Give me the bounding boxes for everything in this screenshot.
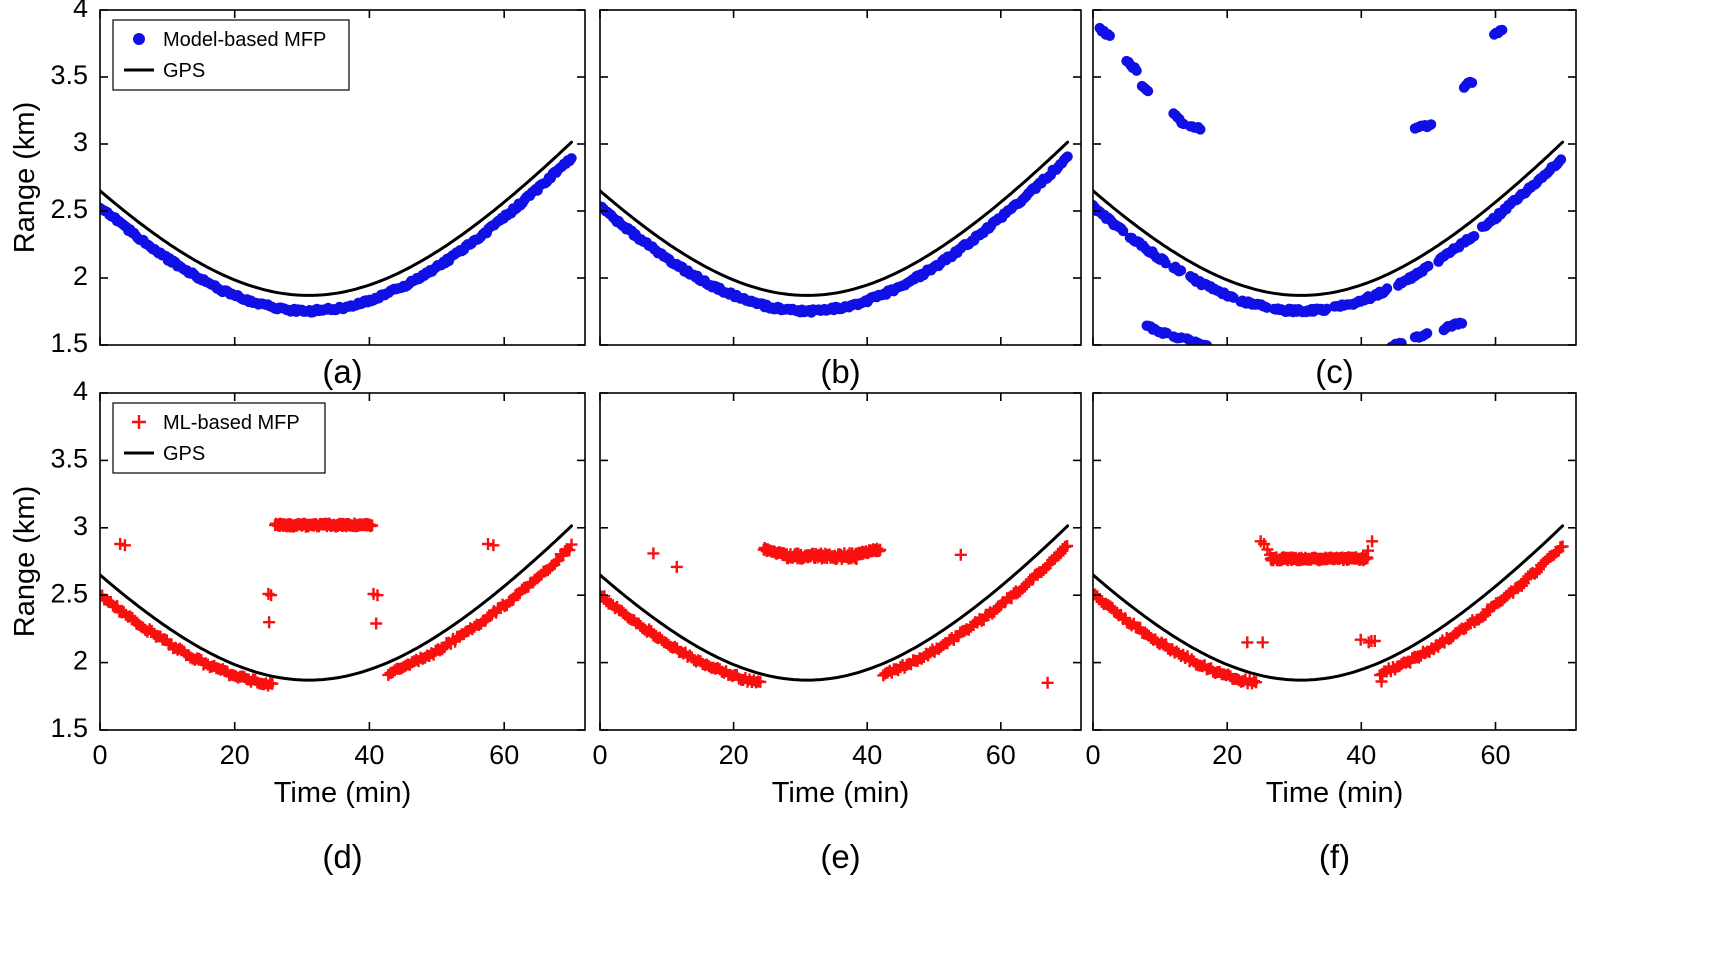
x-tick-label: 40 [1346,740,1376,770]
x-tick-label: 0 [92,740,107,770]
panel-b-data [600,140,1073,318]
tick-marks [99,9,585,346]
y-tick-label: 2 [73,261,88,291]
tick-marks [599,9,1081,346]
ml-mfp-scatter [1093,535,1569,690]
model-mfp-scatter [600,151,1073,318]
panel-f-group: 0 20 40 60 Time (min) (f) [1085,392,1577,875]
panel-caption: (d) [322,838,362,875]
panel-caption: (c) [1315,353,1353,390]
ml-mfp-scatter [600,540,1074,689]
legend-box [112,19,350,91]
panel-caption: (e) [820,838,860,875]
axes-box [99,392,586,731]
x-tick-label: 60 [986,740,1016,770]
panel-d-group: 0 20 40 60 1.5 2 2.5 3 3.5 4 Range (km) Time (min) (… [9,376,586,875]
y-tick-label: 3.5 [50,60,88,90]
tick-marks [1092,392,1576,731]
legend-label: ML-based MFP [163,412,300,434]
x-tick-label: 40 [354,740,384,770]
x-axis-label: Time (min) [1266,777,1403,809]
gps-line [100,140,573,297]
panel-c-group: (c) [1092,9,1577,390]
legend-box [112,402,326,474]
x-tick-label: 40 [852,740,882,770]
x-axis-label: Time (min) [772,777,909,809]
panel-caption: (a) [322,353,362,390]
x-tick-label: 20 [719,740,749,770]
panel-a-group: 1.5 2 2.5 3 3.5 4 Range (km) (a) Model-based MFP… [9,0,586,390]
x-axis-label: Time (min) [274,777,411,809]
gps-line [1093,524,1565,682]
axes-box [1092,9,1577,346]
panel-b-group: (b) [599,9,1082,390]
y-axis-label: Range (km) [9,102,41,254]
tick-marks [599,392,1081,731]
y-tick-label: 2.5 [50,194,88,224]
y-tick-label: 3.5 [50,444,88,474]
legend-label: Model-based MFP [163,29,326,51]
gps-line [1093,140,1565,297]
y-tick-label: 3 [73,127,88,157]
y-tick-label: 2 [73,646,88,676]
x-tick-label: 0 [592,740,607,770]
x-tick-label: 60 [489,740,519,770]
axes-box [99,9,586,346]
ml-mfp-scatter [100,517,578,692]
panel-c-data [1093,22,1567,345]
legend-label: GPS [163,60,205,82]
y-tick-label: 2.5 [50,578,88,608]
legend-label: GPS [163,443,205,465]
tick-marks [1092,9,1576,346]
panel-e-data [600,524,1074,689]
x-tick-label: 60 [1480,740,1510,770]
axes-box [599,9,1082,346]
panel-e-group: 0 20 40 60 Time (min) (e) [592,392,1082,875]
gps-line [600,140,1070,297]
tick-marks [99,392,585,731]
legend-dot-marker [133,33,145,45]
x-tick-label: 20 [1212,740,1242,770]
gps-line [600,524,1070,682]
y-axis-label: Range (km) [9,486,41,638]
y-tick-label: 3 [73,511,88,541]
panel-a-data [100,140,577,318]
legend: Model-based MFP GPS [112,19,350,91]
axes-box [1092,392,1577,731]
y-tick-label: 4 [73,0,88,23]
panel-caption: (f) [1319,838,1350,875]
legend-plus-marker [132,415,146,429]
panels-root: 1.5 2 2.5 3 3.5 4 Range (km) (a) Model-based MFP… [9,0,1577,875]
model-mfp-scatter [1093,22,1567,345]
x-tick-label: 20 [220,740,250,770]
y-tick-label: 4 [73,376,88,406]
panel-f-data [1093,524,1569,690]
x-tick-label: 0 [1085,740,1100,770]
legend: ML-based MFP GPS [112,402,326,474]
panel-caption: (b) [820,353,860,390]
gps-line [100,524,573,682]
panel-d-data [100,517,578,692]
y-tick-label: 1.5 [50,713,88,743]
y-tick-label: 1.5 [50,328,88,358]
axes-box [599,392,1082,731]
model-mfp-scatter [100,153,577,318]
